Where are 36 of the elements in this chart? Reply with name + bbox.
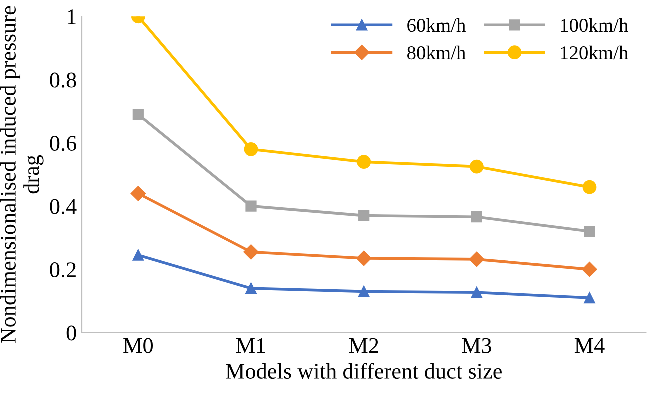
- point: [246, 200, 257, 212]
- point: [358, 286, 370, 298]
- x-tick-label: M2: [349, 338, 378, 354]
- point: [582, 262, 598, 278]
- point: [130, 186, 146, 202]
- point: [357, 155, 372, 170]
- point: [246, 282, 257, 294]
- point: [358, 210, 370, 222]
- x-tick-label: M4: [574, 338, 605, 354]
- point: [244, 142, 258, 156]
- point: [471, 212, 482, 223]
- point: [469, 252, 484, 268]
- x-tick-label: M3: [462, 338, 492, 354]
- x-axis-title: Models with different duct size: [226, 363, 502, 380]
- y-tick-label: 0.8: [50, 72, 76, 88]
- legend-label: 120km/h: [561, 46, 628, 60]
- point: [132, 109, 144, 120]
- point: [582, 180, 597, 194]
- point: [244, 244, 259, 260]
- point: [584, 292, 596, 304]
- legend-label: 100km/h: [561, 18, 628, 32]
- y-tick-label: 0.4: [50, 199, 77, 214]
- y-tick-label: 1: [68, 10, 76, 24]
- point: [356, 250, 372, 266]
- legend-label: 60km/h: [408, 18, 466, 32]
- y-tick-label: 0.6: [50, 136, 76, 152]
- point: [132, 250, 144, 261]
- point: [471, 287, 482, 298]
- x-tick-label: M0: [124, 338, 154, 354]
- legend-label: 80km/h: [408, 46, 466, 60]
- y-tick-label: 0: [66, 326, 76, 341]
- x-tick-label: M1: [236, 338, 266, 354]
- y-axis-title: Nondimensionalised induced pressure drag: [0, 6, 44, 344]
- point: [470, 160, 484, 174]
- point: [584, 226, 596, 238]
- y-tick-label: 0.2: [50, 262, 76, 278]
